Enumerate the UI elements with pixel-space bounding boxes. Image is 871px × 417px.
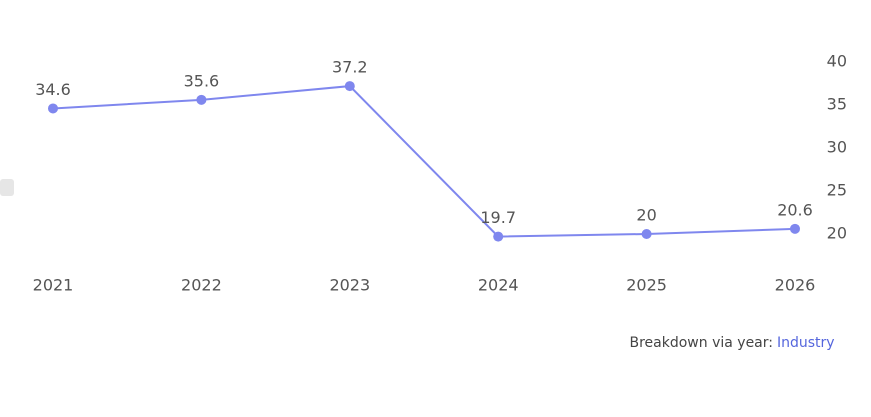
line	[52, 85, 796, 238]
point	[641, 229, 652, 239]
y-tick-label: 20	[827, 224, 847, 243]
x-tick-label: 2026	[775, 276, 816, 295]
x-tick-label: 2025	[626, 276, 667, 295]
side-tab	[0, 179, 14, 196]
x-tick-label: 2022	[181, 276, 222, 295]
point	[48, 103, 58, 114]
x-tick-label: 2021	[33, 276, 74, 295]
data-label: 20	[636, 206, 656, 225]
point	[344, 81, 355, 92]
data-label: 19.7	[480, 208, 516, 227]
footer-text: Breakdown via year:	[630, 335, 774, 351]
data-label: 37.2	[332, 58, 368, 77]
data-label: 34.6	[35, 80, 71, 99]
footer-link[interactable]: Industry	[777, 335, 835, 351]
y-tick-label: 35	[827, 95, 847, 114]
x-tick-label: 2023	[329, 276, 370, 295]
point	[493, 231, 504, 242]
y-tick-label: 40	[827, 52, 847, 71]
point	[196, 94, 207, 105]
data-label: 20.6	[777, 200, 813, 219]
y-tick-label: 25	[827, 181, 847, 200]
y-tick-label: 30	[827, 138, 847, 157]
x-tick-label: 2024	[478, 276, 519, 295]
data-label: 35.6	[184, 71, 220, 90]
point	[790, 223, 800, 234]
